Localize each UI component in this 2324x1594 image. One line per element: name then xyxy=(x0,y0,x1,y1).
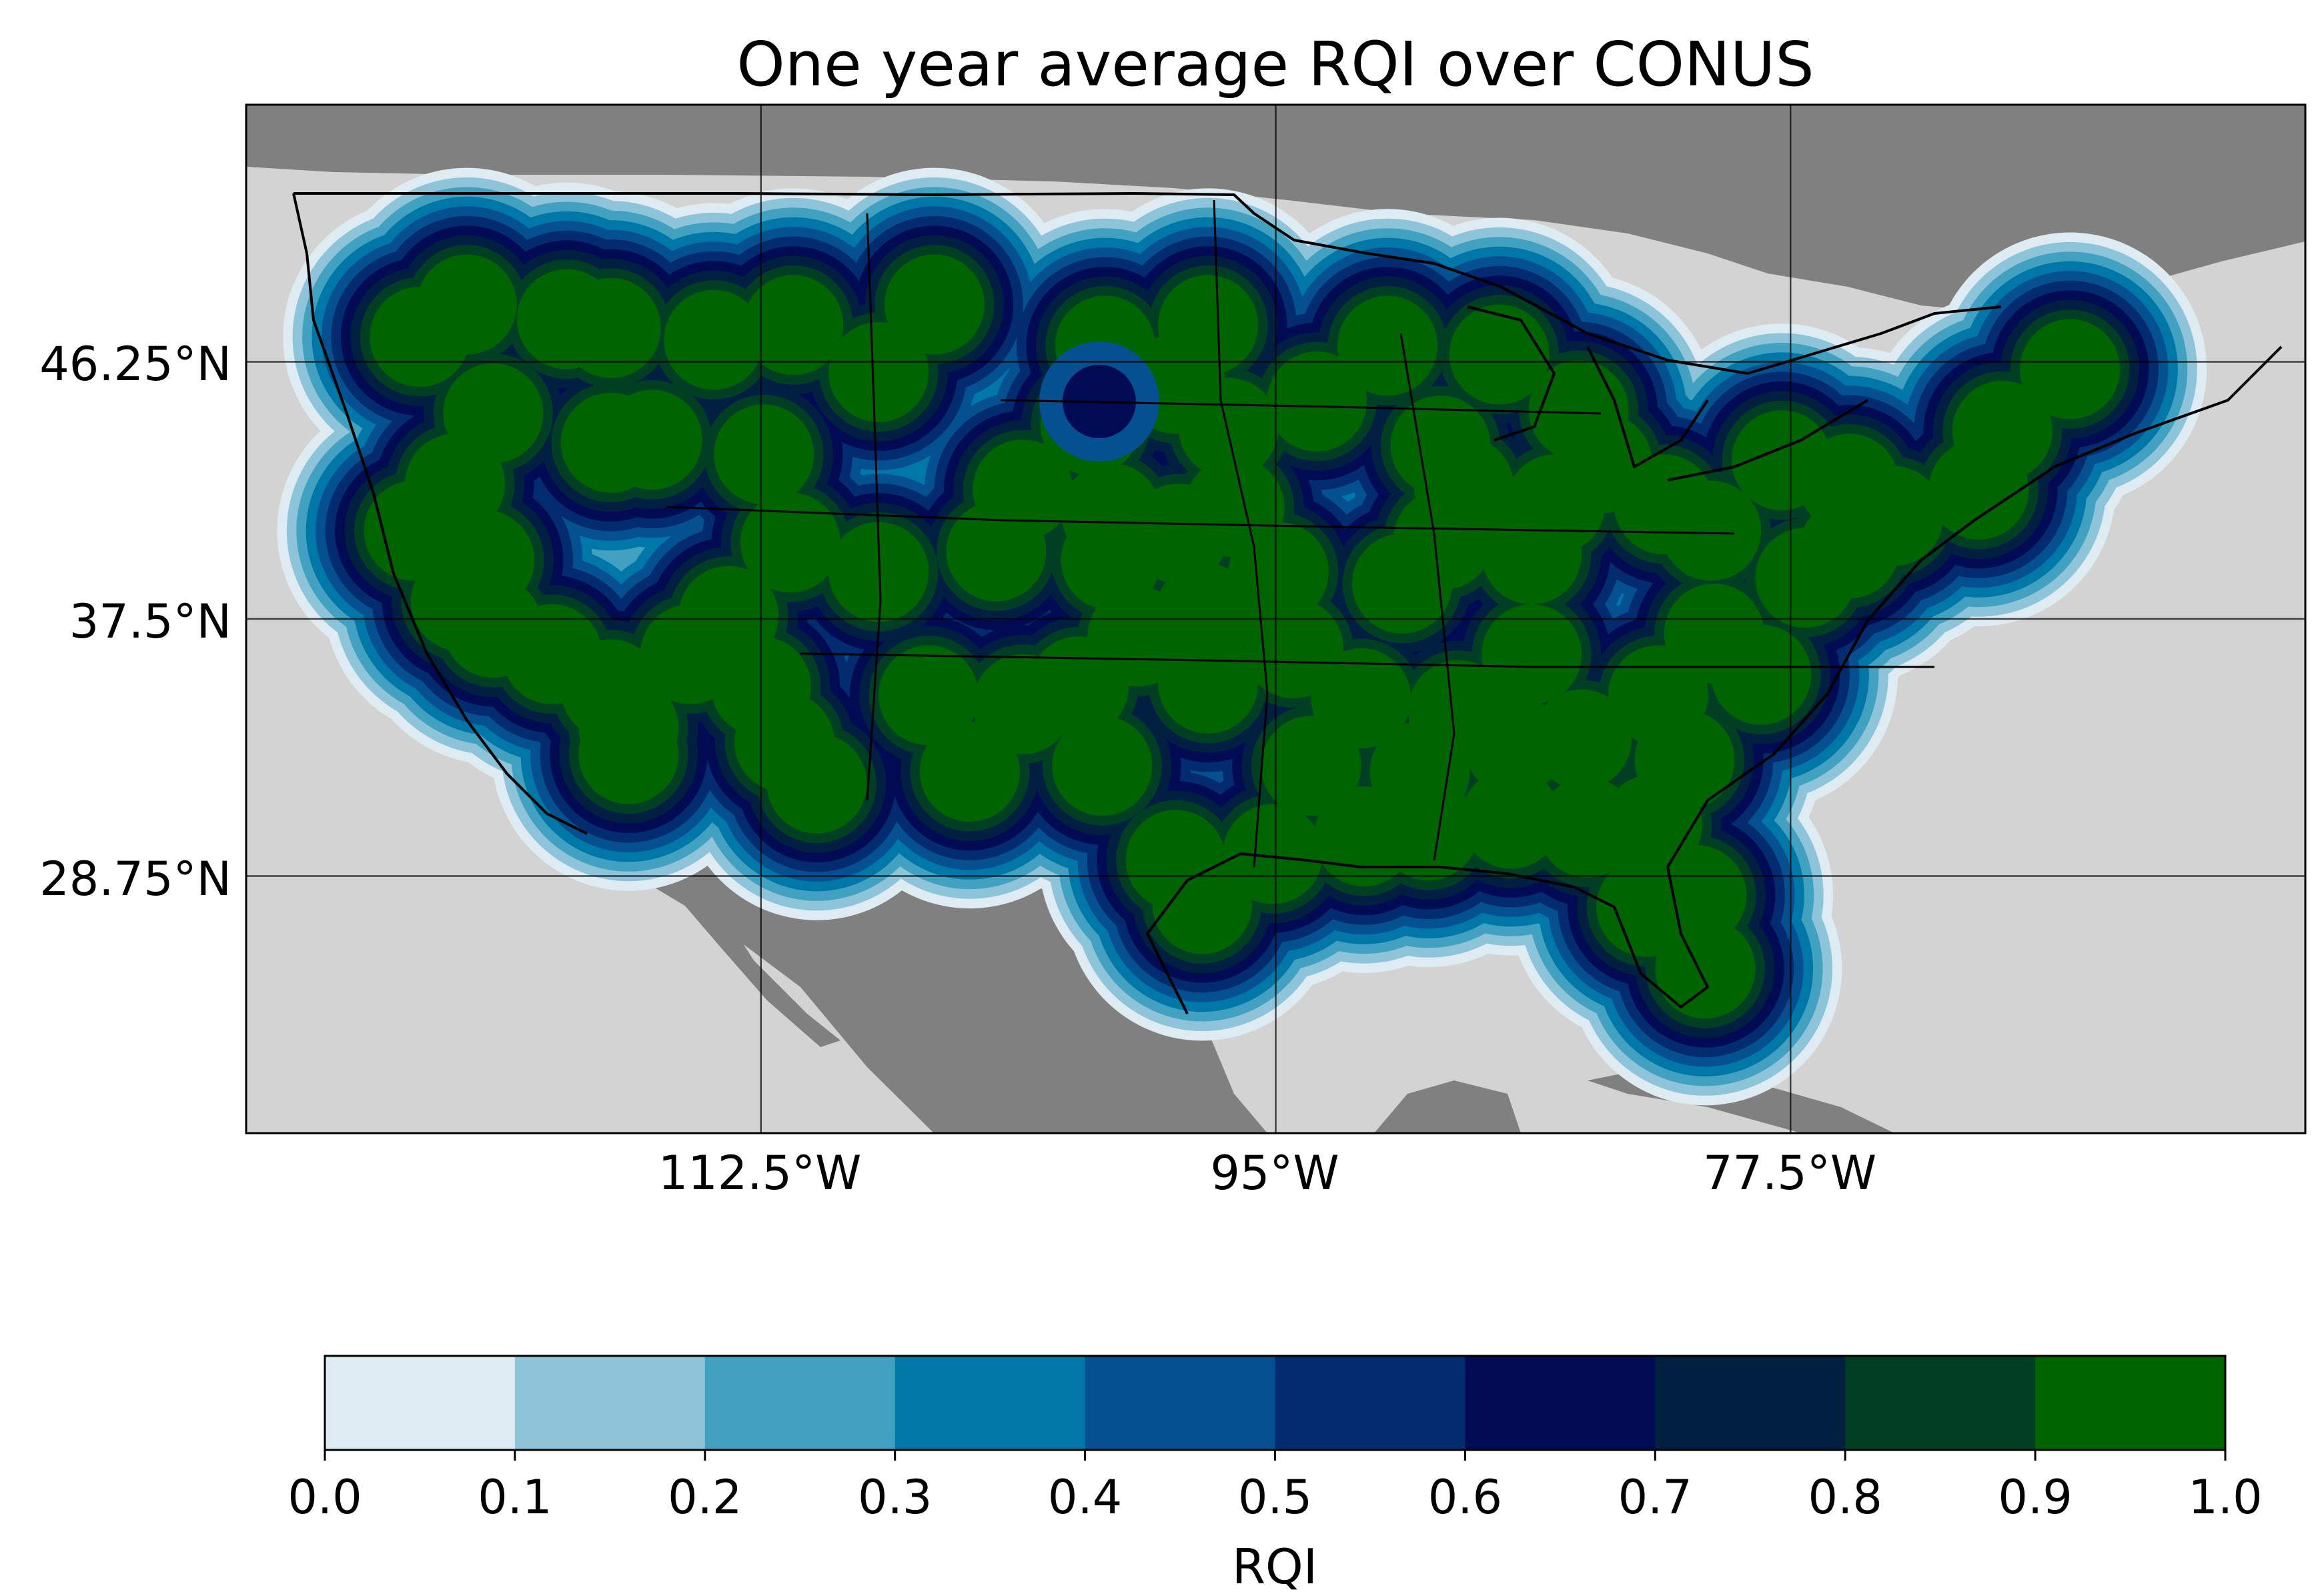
rqi-site-ring xyxy=(416,254,517,355)
rqi-site-ring xyxy=(743,275,844,375)
colorbar-segment xyxy=(1655,1356,1846,1450)
colorbar-tick-label: 0.3 xyxy=(858,1470,932,1525)
colorbar-segment xyxy=(514,1356,706,1450)
chart-title: One year average RQI over CONUS xyxy=(736,29,1814,100)
colorbar-segment xyxy=(1845,1356,2036,1450)
great-lakes xyxy=(1467,305,1869,482)
colorbar-tick-label: 1.0 xyxy=(2188,1470,2262,1525)
west-coast xyxy=(292,193,588,835)
colorbar-segment xyxy=(895,1356,1086,1450)
colorbar-segment xyxy=(325,1356,516,1450)
colorbar-segment xyxy=(1275,1356,1466,1450)
rqi-site-ring xyxy=(578,704,679,804)
rqi-site-ring xyxy=(766,733,867,834)
colorbar-ticks: 0.0 0.1 0.2 0.3 0.4 0.5 0.6 0.7 0.8 0.9 1.0 xyxy=(287,1450,2263,1525)
colorbar-tick-label: 0.2 xyxy=(668,1470,742,1525)
rqi-site-ring xyxy=(1158,275,1259,375)
rqi-site-ring xyxy=(1664,584,1764,684)
rqi-site-ring xyxy=(1184,457,1285,558)
colorbar-tick-label: 0.4 xyxy=(1048,1470,1122,1525)
rqi-site-ring xyxy=(1052,716,1153,816)
rqi-site-ring xyxy=(560,392,661,493)
rqi-site-ring xyxy=(1313,786,1414,886)
rqi-site-ring xyxy=(1158,633,1259,734)
rqi-site-ring xyxy=(973,440,1073,540)
rqi-site-ring xyxy=(664,289,764,390)
colorbar-tick-label: 0.1 xyxy=(478,1470,552,1525)
rqi-site-ring xyxy=(1155,563,1255,664)
rqi-site-ring xyxy=(1482,604,1582,704)
colorbar-tick-label: 0.0 xyxy=(287,1470,362,1525)
colorbar-tick-label: 0.8 xyxy=(1808,1470,1882,1525)
lon-tick-labels: 112.5°W 95°W 77.5°W xyxy=(658,1146,1876,1201)
rqi-site-ring xyxy=(1661,480,1762,581)
lon-tick-label: 95°W xyxy=(1210,1146,1339,1201)
rqi-site-ring xyxy=(1178,377,1279,478)
rqi-site-ring xyxy=(884,254,985,355)
rqi-site-ring xyxy=(1528,360,1629,461)
lon-tick-label: 77.5°W xyxy=(1703,1146,1876,1201)
colorbar: 0.0 0.1 0.2 0.3 0.4 0.5 0.6 0.7 0.8 0.9 1.0 RQI xyxy=(287,1355,2263,1594)
rqi-site-ring xyxy=(879,645,979,746)
lon-tick-label: 112.5°W xyxy=(658,1146,862,1201)
rqi-site-ring xyxy=(1223,804,1323,904)
rqi-site-ring xyxy=(1655,918,1756,1019)
colorbar-tick-label: 0.5 xyxy=(1238,1470,1312,1525)
rivers-state-lines xyxy=(666,199,1934,868)
colorbar-segment xyxy=(704,1356,896,1450)
map-panel xyxy=(246,105,2305,1133)
rqi-site-ring xyxy=(1449,304,1550,405)
lat-tick-label: 46.25°N xyxy=(39,337,231,391)
coastlines-borders xyxy=(292,192,2283,1014)
yucatan-landmass xyxy=(1374,1080,1521,1133)
rqi-site-ring xyxy=(1243,598,1343,699)
lat-tick-label: 28.75°N xyxy=(39,852,231,906)
colorbar-tick-label: 0.9 xyxy=(1998,1470,2072,1525)
rqi-site-ring xyxy=(1061,463,1161,564)
lat-tick-label: 37.5°N xyxy=(69,594,231,649)
colorbar-segment xyxy=(1465,1356,1656,1450)
colorbar-tick-label: 0.6 xyxy=(1428,1470,1502,1525)
map-frame xyxy=(245,103,2307,1134)
rqi-field xyxy=(277,167,2207,1106)
rqi-site-ring xyxy=(1352,534,1453,634)
us-canada-border xyxy=(294,192,2002,375)
rqi-site-ring xyxy=(740,492,840,593)
rqi-site-ring xyxy=(560,277,661,378)
baja-peninsula xyxy=(674,867,840,1047)
lat-tick-labels: 46.25°N 37.5°N 28.75°N xyxy=(39,337,231,906)
rqi-site-ring xyxy=(1532,689,1632,790)
rqi-site-ring xyxy=(714,404,814,505)
rqi-level-9 xyxy=(364,254,2121,1019)
rqi-site-ring xyxy=(678,566,779,666)
rqi-site-ring xyxy=(1267,351,1367,452)
gridlines xyxy=(246,105,2305,1133)
colorbar-tick-label: 0.7 xyxy=(1618,1470,1692,1525)
colorbar-segment xyxy=(1085,1356,1275,1450)
rqi-site-ring xyxy=(1461,768,1562,869)
rqi-site-ring xyxy=(1732,410,1832,511)
colorbar-segment xyxy=(2035,1356,2226,1450)
rqi-site-ring xyxy=(828,321,929,422)
colorbar-segments xyxy=(325,1356,2226,1450)
colorbar-label: RQI xyxy=(1232,1539,1317,1594)
rqi-site-ring xyxy=(2020,319,2121,420)
rqi-site-ring xyxy=(1152,854,1253,954)
rqi-site-ring xyxy=(919,722,1020,822)
rqi-site-ring xyxy=(1952,381,2053,481)
rqi-site-ring xyxy=(1337,295,1438,396)
east-coast xyxy=(1146,345,2283,1014)
